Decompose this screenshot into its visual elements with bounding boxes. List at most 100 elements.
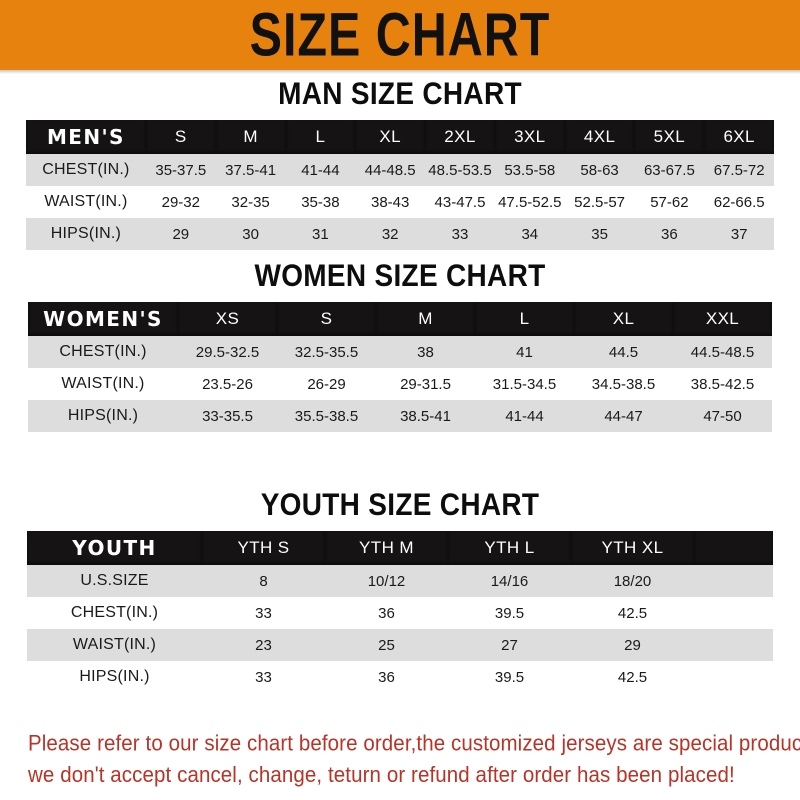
page-banner: SIZE CHART (0, 0, 800, 70)
youth-cell: 18/20 (571, 565, 694, 597)
women-cell: 38.5-42.5 (673, 368, 772, 400)
women-size-header-s: S (277, 302, 376, 336)
table-row: CHEST(IN.) 33 36 39.5 42.5 (27, 597, 773, 629)
men-cell: 43-47.5 (425, 186, 495, 218)
men-cell: 35-38 (285, 186, 356, 218)
women-cell: 34.5-38.5 (574, 368, 673, 400)
men-size-header-s: S (145, 120, 216, 154)
table-row: WAIST(IN.) 23.5-26 26-29 29-31.5 31.5-34.5 34… (28, 368, 772, 400)
men-cell: 37.5-41 (215, 154, 286, 186)
youth-cell: 27 (448, 629, 571, 661)
order-policy-note-line-2: we don't accept cancel, change, teturn o… (28, 762, 735, 788)
men-corner-label: MEN'S (25, 120, 146, 154)
men-cell: 52.5-57 (564, 186, 635, 218)
women-cell: 32.5-35.5 (277, 336, 376, 368)
youth-row-filler (694, 597, 773, 629)
youth-cell: 42.5 (571, 661, 694, 693)
youth-row-label: HIPS(IN.) (27, 661, 202, 693)
youth-row-filler (694, 565, 773, 597)
men-cell: 35 (564, 218, 635, 250)
table-row: CHEST(IN.) 35-37.5 37.5-41 41-44 44-48.5 48.5… (25, 154, 775, 186)
youth-header-filler (694, 531, 773, 565)
women-cell: 41-44 (475, 400, 574, 432)
youth-row-label: WAIST(IN.) (27, 629, 202, 661)
table-row: HIPS(IN.) 29 30 31 32 33 34 35 36 37 (25, 218, 775, 250)
women-row-label: CHEST(IN.) (28, 336, 178, 368)
youth-cell: 8 (202, 565, 325, 597)
men-size-header-6xl: 6XL (704, 120, 775, 154)
youth-cell: 14/16 (448, 565, 571, 597)
men-cell: 58-63 (564, 154, 635, 186)
youth-size-table: YOUTH YTH S YTH M YTH L YTH XL U.S.SIZE 8 10/… (27, 531, 773, 693)
women-cell: 47-50 (673, 400, 772, 432)
women-cell: 31.5-34.5 (475, 368, 574, 400)
women-size-header-xl: XL (574, 302, 673, 336)
women-size-table: WOMEN'S XS S M L XL XXL CHEST(IN.) 29.5-32.5 32… (28, 302, 772, 432)
youth-cell: 36 (325, 661, 448, 693)
men-row-label: CHEST(IN.) (25, 154, 146, 186)
men-cell: 30 (215, 218, 286, 250)
youth-row-filler (694, 629, 773, 661)
youth-size-header-yth-l: YTH L (448, 531, 571, 565)
youth-cell: 36 (325, 597, 448, 629)
men-size-header-xl: XL (355, 120, 426, 154)
youth-size-chart-section: YOUTH SIZE CHART YOUTH YTH S YTH M YTH L YT… (0, 487, 800, 693)
women-cell: 33-35.5 (178, 400, 277, 432)
table-row: CHEST(IN.) 29.5-32.5 32.5-35.5 38 41 44.5 44.5… (28, 336, 772, 368)
youth-cell: 42.5 (571, 597, 694, 629)
youth-cell: 23 (202, 629, 325, 661)
youth-row-filler (694, 661, 773, 693)
women-section-title: WOMEN SIZE CHART (254, 258, 546, 293)
men-cell: 62-66.5 (704, 186, 775, 218)
men-cell: 53.5-58 (494, 154, 565, 186)
men-cell: 29 (145, 218, 216, 250)
table-row: HIPS(IN.) 33 36 39.5 42.5 (27, 661, 773, 693)
table-row: WAIST(IN.) 23 25 27 29 (27, 629, 773, 661)
youth-cell: 39.5 (448, 597, 571, 629)
men-size-header-2xl: 2XL (425, 120, 495, 154)
women-size-header-xs: XS (178, 302, 277, 336)
men-size-header-m: M (215, 120, 286, 154)
women-cell: 38 (376, 336, 475, 368)
youth-table-body: U.S.SIZE 8 10/12 14/16 18/20 CHEST(IN.) 33 36 39… (27, 565, 773, 693)
table-row: U.S.SIZE 8 10/12 14/16 18/20 (27, 565, 773, 597)
men-cell: 41-44 (285, 154, 356, 186)
women-cell: 44-47 (574, 400, 673, 432)
women-row-label: WAIST(IN.) (28, 368, 178, 400)
men-size-table: MEN'S S M L XL 2XL 3XL 4XL 5XL 6XL CHEST(IN.) 35-… (25, 120, 775, 250)
youth-cell: 33 (202, 597, 325, 629)
youth-cell: 33 (202, 661, 325, 693)
women-cell: 44.5 (574, 336, 673, 368)
youth-row-label: U.S.SIZE (27, 565, 202, 597)
men-size-header-4xl: 4XL (564, 120, 635, 154)
men-size-header-3xl: 3XL (494, 120, 565, 154)
men-cell: 67.5-72 (704, 154, 775, 186)
women-cell: 41 (475, 336, 574, 368)
men-table-body: CHEST(IN.) 35-37.5 37.5-41 41-44 44-48.5 48.5… (25, 154, 775, 250)
women-cell: 29-31.5 (376, 368, 475, 400)
youth-cell: 25 (325, 629, 448, 661)
men-size-header-5xl: 5XL (634, 120, 705, 154)
table-row: HIPS(IN.) 33-35.5 35.5-38.5 38.5-41 41-44 44-… (28, 400, 772, 432)
men-cell: 34 (494, 218, 565, 250)
youth-size-header-yth-m: YTH M (325, 531, 448, 565)
men-cell: 63-67.5 (634, 154, 705, 186)
youth-section-title: YOUTH SIZE CHART (260, 487, 540, 522)
men-size-header-l: L (285, 120, 356, 154)
men-cell: 33 (425, 218, 495, 250)
men-cell: 38-43 (355, 186, 426, 218)
women-size-header-xxl: XXL (673, 302, 772, 336)
men-cell: 37 (704, 218, 775, 250)
men-cell: 35-37.5 (145, 154, 216, 186)
women-size-header-l: L (475, 302, 574, 336)
men-cell: 31 (285, 218, 356, 250)
women-cell: 26-29 (277, 368, 376, 400)
youth-table-header-row: YOUTH YTH S YTH M YTH L YTH XL (27, 531, 773, 565)
order-policy-note-line-1: Please refer to our size chart before or… (28, 731, 800, 756)
men-section-title: MAN SIZE CHART (278, 76, 522, 111)
women-corner-label: WOMEN'S (28, 302, 178, 336)
women-cell: 35.5-38.5 (277, 400, 376, 432)
youth-cell: 10/12 (325, 565, 448, 597)
women-cell: 38.5-41 (376, 400, 475, 432)
men-table-header-row: MEN'S S M L XL 2XL 3XL 4XL 5XL 6XL (25, 120, 775, 154)
